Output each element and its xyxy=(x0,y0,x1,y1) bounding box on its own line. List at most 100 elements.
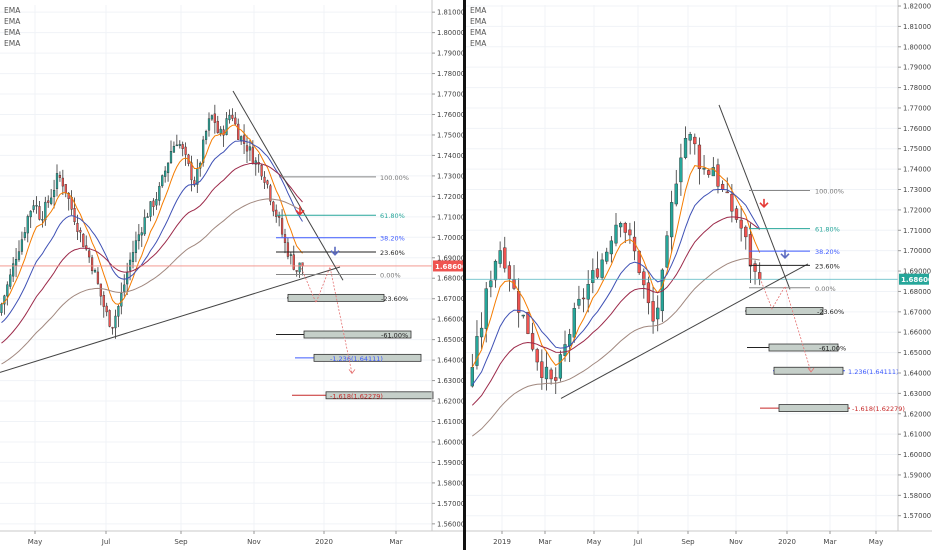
candle xyxy=(263,176,266,183)
time-axis-label: May xyxy=(869,538,883,546)
candle xyxy=(275,209,278,217)
ema-line-1 xyxy=(471,165,761,368)
candle xyxy=(210,115,214,120)
ema-line-3 xyxy=(1,162,303,344)
candle xyxy=(748,234,753,267)
candle xyxy=(563,344,567,356)
price-axis-label: 1.75000 xyxy=(903,145,931,153)
price-axis-label: 1.77000 xyxy=(903,104,931,112)
fib-level-label: -23.60% xyxy=(817,308,844,316)
fib-level-label: -1.618(1.62279) xyxy=(330,392,383,400)
price-axis-label: 1.64000 xyxy=(903,369,931,377)
candle xyxy=(237,123,240,140)
candle xyxy=(730,193,734,212)
candle xyxy=(47,200,50,203)
candle xyxy=(278,215,281,218)
candle xyxy=(26,216,29,234)
candle xyxy=(248,146,252,151)
price-axis-label: 1.81000 xyxy=(903,23,931,31)
chart-panel-left[interactable]: 100.00% 61.80% 38.20% 23.60% 0.00% -23.60% -61… xyxy=(0,0,467,546)
candle xyxy=(41,219,44,221)
candle xyxy=(242,135,246,144)
candle xyxy=(216,120,219,133)
candle xyxy=(693,136,697,145)
candle xyxy=(646,282,651,304)
fib-level-label: 23.60% xyxy=(380,249,405,257)
candle xyxy=(674,183,678,205)
price-axis-label: 1.70000 xyxy=(437,234,465,242)
indicator-legend-ema: EMA xyxy=(4,17,21,26)
panel-divider[interactable] xyxy=(463,0,466,550)
candle xyxy=(181,144,184,149)
candle xyxy=(503,247,507,269)
chart-panel-right[interactable]: 100.00% 61.80% 38.20% 23.60% 0.00% -23.60% -61… xyxy=(466,0,932,546)
candle xyxy=(128,259,132,271)
candle xyxy=(595,268,600,278)
price-axis-label: 1.64000 xyxy=(437,357,465,365)
candle xyxy=(679,157,683,183)
candle xyxy=(254,160,257,165)
fib-level-label: 1.236(1.64111) xyxy=(848,368,899,376)
candle xyxy=(111,327,114,329)
price-axis-label: 1.62000 xyxy=(903,410,931,418)
price-axis-label: 1.76000 xyxy=(437,111,465,119)
candle xyxy=(152,200,155,208)
candle xyxy=(9,274,12,287)
candle xyxy=(498,250,502,264)
candle xyxy=(711,167,715,177)
indicator-legend-ema: EMA xyxy=(4,39,21,48)
candle xyxy=(507,265,512,280)
candle xyxy=(526,311,530,334)
price-axis-label: 1.72000 xyxy=(437,193,465,201)
candle xyxy=(38,206,41,220)
candle xyxy=(251,147,254,165)
candle xyxy=(50,197,53,204)
candle xyxy=(716,164,720,187)
candle xyxy=(137,234,140,242)
fib-level-label: -61.00% xyxy=(819,345,846,353)
indicator-legend-ema: EMA xyxy=(4,6,21,15)
candle xyxy=(283,234,287,243)
candle xyxy=(175,144,178,147)
candle xyxy=(202,139,205,163)
candle xyxy=(609,240,614,255)
candle xyxy=(85,245,88,250)
price-axis-label: 1.71000 xyxy=(437,213,465,221)
price-axis-label: 1.77000 xyxy=(437,91,465,99)
last-price-label: 1.68600 xyxy=(901,276,932,284)
candle xyxy=(32,205,35,210)
indicator-legend-ema: EMA xyxy=(470,28,487,37)
candle xyxy=(231,114,234,119)
candle xyxy=(632,236,637,252)
indicator-legend-ema: EMA xyxy=(470,39,487,48)
candle xyxy=(0,303,3,313)
fib-level-label: 61.80% xyxy=(380,212,405,220)
price-axis-label: 1.62000 xyxy=(437,398,465,406)
candle xyxy=(540,361,544,378)
fib-level-label: -61.00% xyxy=(381,332,408,340)
price-axis-label: 1.69000 xyxy=(437,254,465,262)
candle xyxy=(90,257,94,272)
price-axis-label: 1.65000 xyxy=(903,349,931,357)
price-axis-label: 1.76000 xyxy=(903,125,931,133)
candle xyxy=(52,189,56,198)
candle xyxy=(521,314,525,317)
candle xyxy=(20,239,24,252)
candle xyxy=(623,223,627,233)
price-axis-label: 1.74000 xyxy=(437,152,465,160)
candle xyxy=(58,175,62,178)
candle xyxy=(651,301,655,322)
time-axis-label: Mar xyxy=(538,538,551,546)
candle xyxy=(204,131,208,140)
time-axis-label: Sep xyxy=(174,538,188,546)
price-axis-label: 1.56000 xyxy=(437,520,465,528)
candle xyxy=(292,254,295,270)
price-axis-label: 1.65000 xyxy=(437,336,465,344)
last-price-tag xyxy=(899,273,929,285)
candle xyxy=(739,219,743,229)
candle xyxy=(166,162,170,174)
time-axis-label: 2020 xyxy=(315,538,333,546)
candle xyxy=(266,180,269,185)
candle xyxy=(73,208,76,223)
candle xyxy=(697,144,702,169)
